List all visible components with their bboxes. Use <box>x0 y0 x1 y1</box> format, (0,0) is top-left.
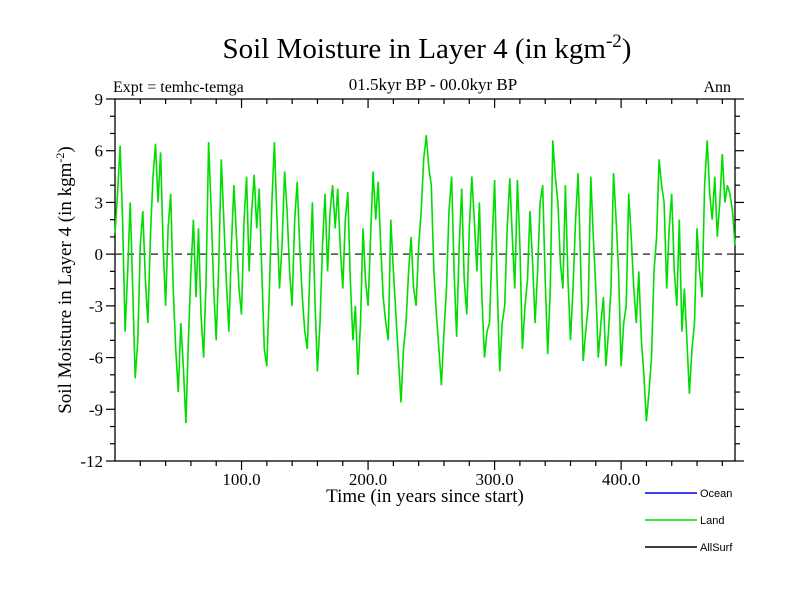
chart-subtitle: 01.5kyr BP - 00.0kyr BP <box>349 75 517 94</box>
y-axis-label-main: Soil Moisture in Layer 4 (in kgm <box>55 162 76 413</box>
plot-frame <box>114 98 736 462</box>
y-axis-label: Soil Moisture in Layer 4 (in kgm-2) <box>53 146 76 414</box>
legend-land-label: Land <box>700 515 724 527</box>
y-tick-label: 0 <box>95 245 104 264</box>
y-tick-label: 3 <box>95 193 104 212</box>
legend-allsurf-label: AllSurf <box>700 542 733 554</box>
land-series-line <box>114 135 736 424</box>
chart-title-superscript: -2 <box>606 31 622 52</box>
x-tick-label: 100.0 <box>222 470 260 489</box>
legend: Ocean Land AllSurf <box>645 488 733 554</box>
period-label: Ann <box>703 79 731 96</box>
y-tick-label: -9 <box>89 400 103 419</box>
chart-title-main: Soil Moisture in Layer 4 (in kgm <box>223 33 607 65</box>
y-tick-label: 9 <box>95 90 104 109</box>
chart-title: Soil Moisture in Layer 4 (in kgm-2) <box>223 31 632 65</box>
experiment-label: Expt = temhc-temga <box>113 79 244 96</box>
chart-title-close: ) <box>622 33 632 65</box>
y-tick-label: 6 <box>95 142 104 161</box>
y-tick-label: -3 <box>89 297 103 316</box>
axis-tick-labels: 9 6 3 0 -3 -6 -9 -12 100.0 200.0 300.0 400.0 <box>80 90 640 489</box>
y-tick-label: -12 <box>80 452 103 471</box>
x-axis-label: Time (in years since start) <box>326 486 524 507</box>
x-tick-label: 400.0 <box>602 470 640 489</box>
y-axis-label-superscript: -2 <box>53 153 67 163</box>
y-tick-label: -6 <box>89 349 103 368</box>
x-tick-label: 200.0 <box>349 470 387 489</box>
legend-ocean-label: Ocean <box>700 488 732 500</box>
axis-ticks <box>106 98 744 470</box>
y-axis-label-close: ) <box>55 146 76 152</box>
x-tick-label: 300.0 <box>475 470 513 489</box>
